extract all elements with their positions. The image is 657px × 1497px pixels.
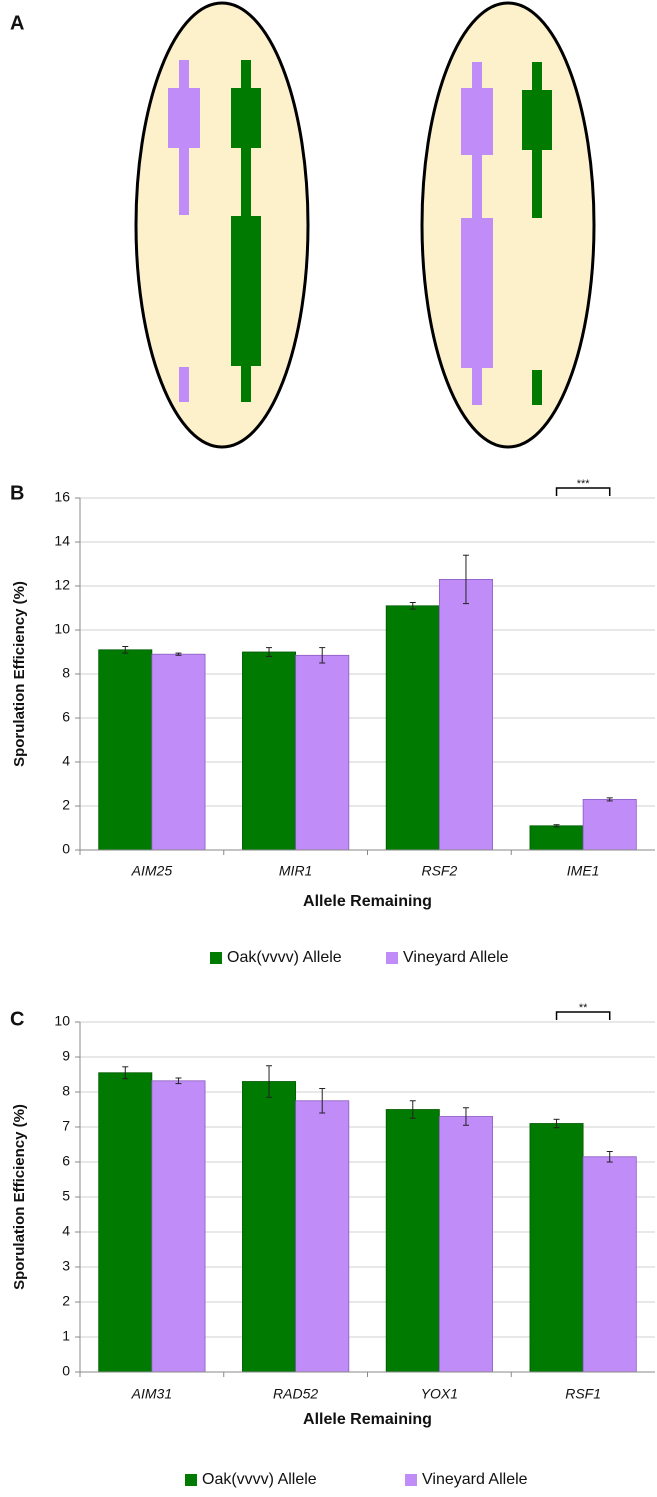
- y-tick-label: 6: [62, 1153, 70, 1169]
- panel-label: C: [10, 1008, 24, 1030]
- y-tick-label: 8: [62, 665, 70, 681]
- x-tick-label: RAD52: [273, 1386, 318, 1402]
- panel-label: A: [10, 12, 24, 34]
- legend-swatch: [386, 952, 398, 964]
- y-tick-label: 0: [62, 841, 70, 857]
- bar: [583, 799, 636, 850]
- legend-swatch: [185, 1474, 197, 1486]
- x-tick-label: YOX1: [421, 1386, 458, 1402]
- x-axis-title: Allele Remaining: [303, 893, 432, 910]
- y-tick-label: 8: [62, 1083, 70, 1099]
- y-tick-label: 9: [62, 1048, 70, 1064]
- cell-diagram: [136, 3, 594, 447]
- annotation: ***: [577, 478, 591, 490]
- y-tick-label: 6: [62, 709, 70, 725]
- y-tick-label: 10: [54, 621, 70, 637]
- bar: [439, 1117, 492, 1373]
- y-tick-label: 2: [62, 797, 70, 813]
- x-axis-title: Allele Remaining: [303, 1411, 432, 1428]
- y-tick-label: 7: [62, 1118, 70, 1134]
- x-tick-label: RSF2: [421, 863, 457, 879]
- x-tick-label: RSF1: [565, 1386, 601, 1402]
- legend-label: Oak(vvvv) Allele: [202, 1471, 317, 1488]
- x-tick-label: AIM31: [131, 1386, 172, 1402]
- bar: [152, 654, 205, 850]
- annotation: **: [579, 1002, 588, 1014]
- bar: [296, 655, 349, 850]
- x-tick-label: AIM25: [131, 863, 173, 879]
- y-tick-label: 16: [54, 489, 70, 505]
- bar: [530, 826, 583, 850]
- legend-label: Vineyard Allele: [422, 1471, 528, 1488]
- legend-label: Vineyard Allele: [403, 949, 509, 966]
- legend-label: Oak(vvvv) Allele: [227, 949, 342, 966]
- x-tick-label: IME1: [567, 863, 600, 879]
- figure: A B C 0246810121416AIM25MIR1RSF2IME1***A…: [0, 0, 657, 1492]
- y-axis-title: Sporulation Efficiency (%): [11, 1104, 28, 1290]
- legend-swatch: [405, 1474, 417, 1486]
- y-tick-label: 3: [62, 1258, 70, 1274]
- bar: [296, 1101, 349, 1372]
- bar: [386, 606, 439, 850]
- bar: [99, 1073, 152, 1372]
- bar: [242, 1082, 295, 1373]
- y-tick-label: 4: [62, 1223, 70, 1239]
- x-tick-label: MIR1: [279, 863, 312, 879]
- y-axis-title: Sporulation Efficiency (%): [11, 581, 28, 767]
- cell: [422, 3, 594, 447]
- y-tick-label: 12: [54, 577, 70, 593]
- y-tick-label: 10: [54, 1013, 70, 1029]
- y-tick-label: 4: [62, 753, 70, 769]
- panel-label: B: [10, 482, 24, 504]
- bar: [386, 1110, 439, 1373]
- bar: [530, 1124, 583, 1373]
- y-tick-label: 2: [62, 1293, 70, 1309]
- y-tick-label: 5: [62, 1188, 70, 1204]
- bar: [242, 652, 295, 850]
- cell: [136, 3, 308, 447]
- bar: [583, 1157, 636, 1372]
- y-tick-label: 14: [54, 533, 70, 549]
- bar: [99, 650, 152, 850]
- bar: [152, 1081, 205, 1372]
- legend-swatch: [210, 952, 222, 964]
- bar: [439, 579, 492, 850]
- y-tick-label: 0: [62, 1363, 70, 1379]
- y-tick-label: 1: [62, 1328, 70, 1344]
